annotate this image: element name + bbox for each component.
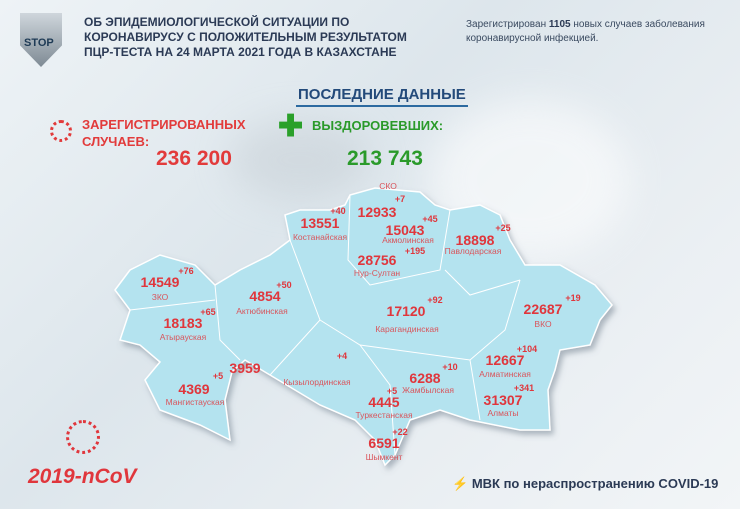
region-delta: +5 — [386, 386, 398, 396]
region-name: Атырауская — [159, 332, 207, 342]
region-name: Павлодарская — [444, 246, 502, 256]
region-total: 15043 — [385, 222, 425, 238]
region-name: ВКО — [534, 319, 552, 329]
region-name: Актюбинская — [236, 306, 288, 316]
region-total: 18898 — [455, 232, 495, 248]
region-total: 28756 — [357, 252, 397, 268]
map-shape — [114, 187, 613, 467]
region-delta: +104 — [516, 344, 538, 354]
region-name: Нур-Султан — [353, 268, 401, 278]
region-delta: +45 — [422, 214, 438, 224]
virus-cluster-icon — [66, 420, 100, 454]
region-name: Алматы — [487, 408, 519, 418]
region-delta: +76 — [178, 266, 194, 276]
region-name: Туркестанская — [355, 410, 413, 420]
registered-value: 236 200 — [156, 147, 232, 170]
virus-icon — [50, 120, 72, 142]
region-delta: +65 — [200, 307, 216, 317]
region-total: 22687 — [523, 301, 563, 317]
registered-label: ЗАРЕГИСТРИРОВАННЫХ СЛУЧАЕВ: — [82, 117, 246, 149]
region-name: Костанайская — [292, 232, 348, 242]
region-total: 4445 — [368, 394, 400, 410]
region-total: 4854 — [249, 288, 281, 304]
region-delta: +22 — [392, 427, 408, 437]
region-delta: +195 — [404, 246, 426, 256]
recovered-value: 213 743 — [347, 147, 423, 170]
new-cases-note: Зарегистрирован 1105 новых случаев забол… — [466, 19, 705, 44]
region-borders — [129, 194, 521, 456]
region-delta: +7 — [394, 194, 406, 204]
region-total: 3959 — [229, 360, 261, 376]
region-name: Алматинская — [479, 369, 531, 379]
region-total: 31307 — [483, 392, 523, 408]
region-delta: +341 — [513, 383, 535, 393]
region-total: 12667 — [485, 352, 525, 368]
region-name: СКО — [379, 181, 397, 191]
recovered-label: ВЫЗДОРОВЕВШИХ: — [312, 118, 444, 133]
region-delta: +50 — [276, 280, 292, 290]
region-total: 6288 — [409, 370, 441, 386]
region-total: 6591 — [368, 435, 400, 451]
page-title: ОБ ЭПИДЕМИОЛОГИЧЕСКОЙ СИТУАЦИИ ПО КОРОНА… — [84, 15, 407, 59]
region-name: ЗКО — [151, 292, 169, 302]
region-name: Кызылординская — [283, 377, 351, 387]
region-name: Жамбылская — [402, 385, 454, 395]
latest-data-heading: ПОСЛЕДНИЕ ДАННЫЕ — [296, 86, 468, 107]
region-name: Акмолинская — [382, 235, 434, 245]
region-total: 18183 — [163, 315, 203, 331]
ncov-label: 2019-nCoV — [28, 465, 137, 488]
region-delta: +10 — [442, 362, 458, 372]
region-delta: +19 — [565, 293, 581, 303]
region-name: Мангистауская — [165, 397, 225, 407]
region-name: Карагандинская — [375, 324, 439, 334]
region-delta: +4 — [336, 351, 348, 361]
region-delta: +92 — [427, 295, 443, 305]
region-delta: +40 — [330, 206, 346, 216]
region-total: 13551 — [300, 215, 340, 231]
lightning-icon: ⚡ — [452, 476, 469, 491]
region-total: 12933 — [357, 204, 397, 220]
region-name: Шымкент — [365, 452, 403, 462]
region-total: 4369 — [178, 381, 210, 397]
region-delta: +25 — [495, 223, 511, 233]
region-total: 17120 — [386, 303, 426, 319]
region-total: 14549 — [140, 274, 180, 290]
commission-label: ⚡ МВК по нераспространению COVID-19 — [452, 476, 719, 491]
plus-icon: ✚ — [278, 110, 304, 143]
region-delta: +5 — [212, 371, 224, 381]
